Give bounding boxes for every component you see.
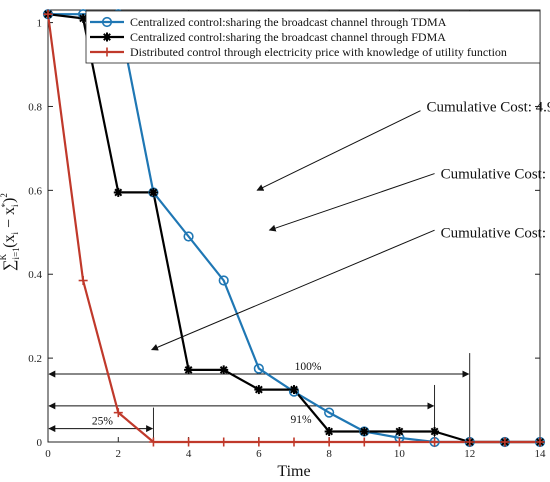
legend-box (85, 10, 541, 64)
plus-marker (43, 9, 53, 19)
legend-label: Centralized control:sharing the broadcas… (130, 30, 446, 44)
annotation-text: Cumulative Cost: 4.9319 (427, 99, 550, 115)
annotation-arrow (256, 110, 421, 191)
star-marker (289, 385, 299, 395)
star-marker (148, 187, 158, 197)
x-tick-label: 0 (45, 448, 51, 460)
circle-marker (183, 231, 194, 242)
plus-marker (289, 437, 299, 447)
y-tick-label: 0.2 (28, 353, 42, 365)
plus-marker (219, 437, 229, 447)
circle-marker (101, 16, 113, 28)
star-marker (430, 427, 440, 437)
x-tick-label: 4 (186, 448, 192, 460)
plus-marker (535, 437, 545, 447)
legend-label: Centralized control:sharing the broadcas… (130, 15, 447, 29)
plus-marker (430, 437, 440, 447)
annotation-text: Cumulative Cost: 1.4755 (441, 225, 550, 241)
svg-text:∑i=1K(xi − xi*)2: ∑i=1K(xi − xi*)2 (0, 193, 21, 271)
star-stroke (360, 427, 369, 436)
star-marker (359, 427, 369, 437)
plus-marker (102, 47, 112, 57)
plus-marker (78, 276, 88, 286)
plus-marker (184, 437, 194, 447)
x-tick-label: 2 (116, 448, 122, 460)
plus-marker (359, 437, 369, 447)
plus-marker (465, 437, 475, 447)
y-label-i1: i (10, 232, 20, 235)
plus-marker (500, 437, 510, 447)
x-tick-label: 14 (535, 448, 547, 460)
circle-marker (253, 363, 264, 374)
y-label-sub: i=1 (11, 247, 21, 259)
y-label-sum: ∑ (1, 259, 18, 270)
star-stroke (103, 33, 111, 41)
plot-area (47, 9, 541, 443)
y-label-close: ) (1, 198, 18, 203)
star-stroke (79, 14, 88, 23)
star-marker (113, 187, 123, 197)
star-stroke (254, 385, 263, 394)
circle-marker (218, 275, 229, 286)
annotation-text: Cumulative Cost: 3.9199 (441, 167, 550, 183)
span-label: 91% (290, 414, 312, 426)
plus-marker (113, 408, 123, 418)
star-stroke (430, 427, 439, 436)
star-stroke (395, 427, 404, 436)
star-marker (184, 365, 194, 375)
x-tick-label: 12 (464, 448, 475, 460)
x-tick-label: 6 (256, 448, 262, 460)
y-label-star: * (0, 202, 10, 207)
legend: Centralized control:sharing the broadcas… (85, 10, 541, 64)
circle-marker (324, 407, 335, 418)
star-marker (394, 427, 404, 437)
star-marker (254, 385, 264, 395)
star-marker (219, 365, 229, 375)
y-label-sq: 2 (0, 193, 9, 198)
y-tick-label: 0.4 (28, 269, 42, 281)
y-label-x: (x (1, 235, 18, 248)
star-marker (102, 32, 112, 42)
span-label: 25% (92, 415, 114, 427)
x-tick-label: 10 (394, 448, 406, 460)
y-label-sup: K (0, 253, 8, 260)
star-stroke (184, 365, 193, 374)
plus-marker (394, 437, 404, 447)
coverage-spans: 100% 91% 25% (48, 353, 471, 442)
x-axis-title: Time (277, 463, 310, 480)
y-tick-label: 0.8 (28, 101, 42, 113)
star-stroke (149, 188, 158, 197)
plus-marker (254, 437, 264, 447)
star-stroke (219, 365, 228, 374)
legend-label: Distributed control through electricity … (130, 45, 507, 59)
span-label: 100% (295, 361, 322, 373)
annotation-arrow (151, 229, 435, 351)
y-label-i2: i (10, 204, 20, 207)
star-stroke (114, 188, 123, 197)
annotation-arrow (268, 173, 435, 232)
star-stroke (325, 427, 334, 436)
star-marker (324, 427, 334, 437)
annotations: Cumulative Cost: 4.9319 Cumulative Cost: … (151, 99, 550, 351)
y-label-minus: − x (1, 207, 18, 232)
plus-marker (148, 437, 158, 447)
plus-marker (324, 437, 334, 447)
y-tick-label: 0.6 (28, 185, 42, 197)
x-tick-label: 8 (326, 448, 332, 460)
y-tick-label: 1 (37, 18, 43, 30)
y-axis-title: ∑i=1K(xi − xi*)2 (0, 193, 21, 271)
star-stroke (290, 385, 298, 394)
y-tick-label: 0 (37, 437, 43, 449)
